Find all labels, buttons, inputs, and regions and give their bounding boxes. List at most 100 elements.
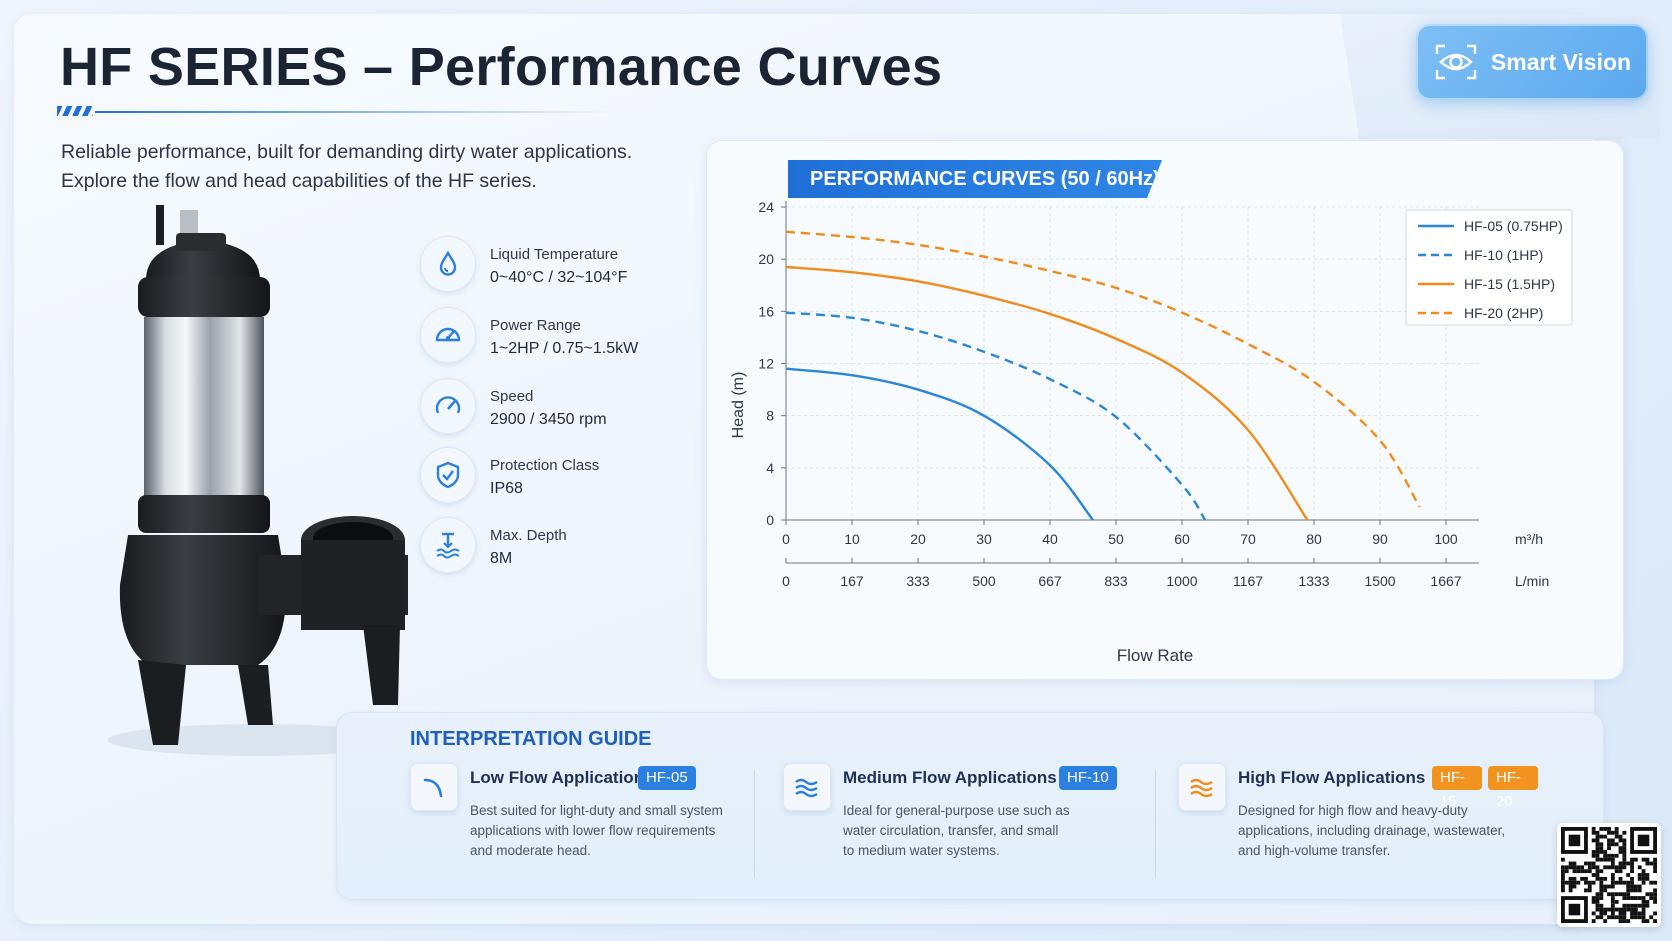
qr-module [1645, 899, 1650, 904]
x-tick-label: 20 [910, 531, 926, 547]
qr-module [1610, 865, 1615, 870]
legend-label: HF-20 (2HP) [1464, 305, 1543, 321]
low-flow-icon [410, 763, 458, 811]
qr-module [1618, 876, 1623, 881]
y-tick-label: 8 [766, 408, 774, 424]
qr-module [1576, 865, 1581, 870]
x2-tick-label: 1500 [1364, 573, 1395, 589]
qr-module [1591, 911, 1596, 916]
x-tick-label: 30 [976, 531, 992, 547]
qr-module [1618, 880, 1623, 885]
qr-module [1626, 884, 1631, 889]
smart-vision-button[interactable]: Smart Vision [1416, 24, 1648, 100]
guide-line: Best suited for light-duty and small sys… [470, 803, 723, 818]
qr-module [1595, 853, 1600, 858]
chart-axes: 0 4 8 12 16 20 24 0 10 20 30 40 50 60 70 80 90 100 m³/h 0 16… [758, 199, 1549, 589]
spec-label: Protection Class [490, 457, 600, 474]
chart-title-tag: PERFORMANCE CURVES (50 / 60Hz) [788, 160, 1162, 198]
qr-module [1618, 850, 1623, 854]
qr-module [1576, 869, 1581, 874]
qr-module [1561, 865, 1565, 870]
spec-label: Max. Depth [490, 527, 567, 544]
qr-module [1568, 880, 1573, 885]
qr-module [1641, 869, 1646, 874]
qr-module [1584, 861, 1588, 866]
qr-module [1603, 884, 1608, 889]
qr-module [1610, 838, 1615, 843]
title-underline [57, 104, 617, 120]
guide-line: Ideal for general-purpose use such as [843, 803, 1070, 818]
qr-module [1561, 880, 1565, 885]
qr-module [1591, 873, 1596, 877]
qr-module [1618, 861, 1623, 866]
y-tick-label: 0 [766, 512, 774, 528]
qr-module [1607, 842, 1611, 847]
qr-module [1622, 865, 1627, 870]
qr-module [1595, 830, 1600, 835]
qr-module [1595, 850, 1600, 854]
qr-module [1641, 907, 1646, 912]
qr-module [1637, 876, 1642, 881]
qr-module [1649, 896, 1654, 900]
qr-module [1610, 880, 1615, 885]
qr-module [1568, 884, 1573, 889]
series-line-3 [785, 265, 1309, 521]
y-tick-label: 12 [758, 356, 774, 372]
x-tick-label: 40 [1042, 531, 1058, 547]
qr-module [1637, 903, 1642, 908]
qr-module [1633, 911, 1638, 916]
qr-module [1599, 892, 1604, 897]
qr-module [1591, 830, 1596, 835]
spec-max-depth: Max. Depth 8M [420, 517, 680, 577]
x2-tick-label: 1333 [1298, 573, 1329, 589]
qr-module [1603, 911, 1608, 916]
qr-module [1587, 861, 1592, 866]
spec-value: 8M [490, 550, 513, 567]
qr-module [1561, 888, 1565, 893]
qr-module [1641, 903, 1646, 908]
qr-module [1610, 861, 1615, 866]
qr-module [1576, 880, 1581, 885]
qr-module [1626, 861, 1631, 866]
qr-module [1649, 861, 1654, 866]
qr-code[interactable] [1557, 823, 1661, 927]
y-tick-label: 20 [758, 251, 774, 267]
qr-module [1622, 838, 1627, 843]
qr-module [1599, 888, 1604, 893]
spec-label: Power Range [490, 317, 581, 334]
qr-module [1622, 915, 1627, 920]
qr-module [1599, 907, 1604, 912]
legend-label: HF-15 (1.5HP) [1464, 276, 1555, 292]
qr-module [1633, 896, 1638, 900]
qr-module [1568, 865, 1573, 870]
qr-module [1595, 838, 1600, 843]
speedometer-icon [420, 378, 476, 434]
guide-badges: HF-15 HF-20 [1432, 766, 1538, 810]
qr-module [1610, 857, 1615, 862]
guide-description: Best suited for light-duty and small sys… [470, 801, 723, 861]
spec-liquid-temperature: Liquid Temperature 0~40°C / 32~104°F [420, 236, 680, 296]
qr-module [1645, 919, 1650, 923]
y-tick-label: 4 [766, 460, 774, 476]
qr-module [1626, 919, 1631, 923]
qr-module [1622, 861, 1627, 866]
qr-module [1653, 892, 1657, 897]
qr-module [1614, 853, 1619, 858]
qr-module [1653, 865, 1657, 870]
x-tick-label: 80 [1306, 531, 1322, 547]
qr-module [1595, 873, 1600, 877]
qr-module [1610, 915, 1615, 920]
qr-module [1584, 888, 1588, 893]
qr-module [1587, 888, 1592, 893]
guide-heading: High Flow Applications [1238, 768, 1426, 787]
qr-module [1599, 903, 1604, 908]
qr-module [1591, 865, 1596, 870]
model-badge: HF-15 [1432, 766, 1482, 810]
qr-module [1610, 842, 1615, 847]
y-tick-label: 16 [758, 303, 774, 319]
qr-module [1591, 861, 1596, 866]
qr-module [1630, 865, 1634, 870]
qr-module [1633, 888, 1638, 893]
guide-line: and high-volume transfer. [1238, 843, 1391, 858]
qr-module [1584, 876, 1588, 881]
